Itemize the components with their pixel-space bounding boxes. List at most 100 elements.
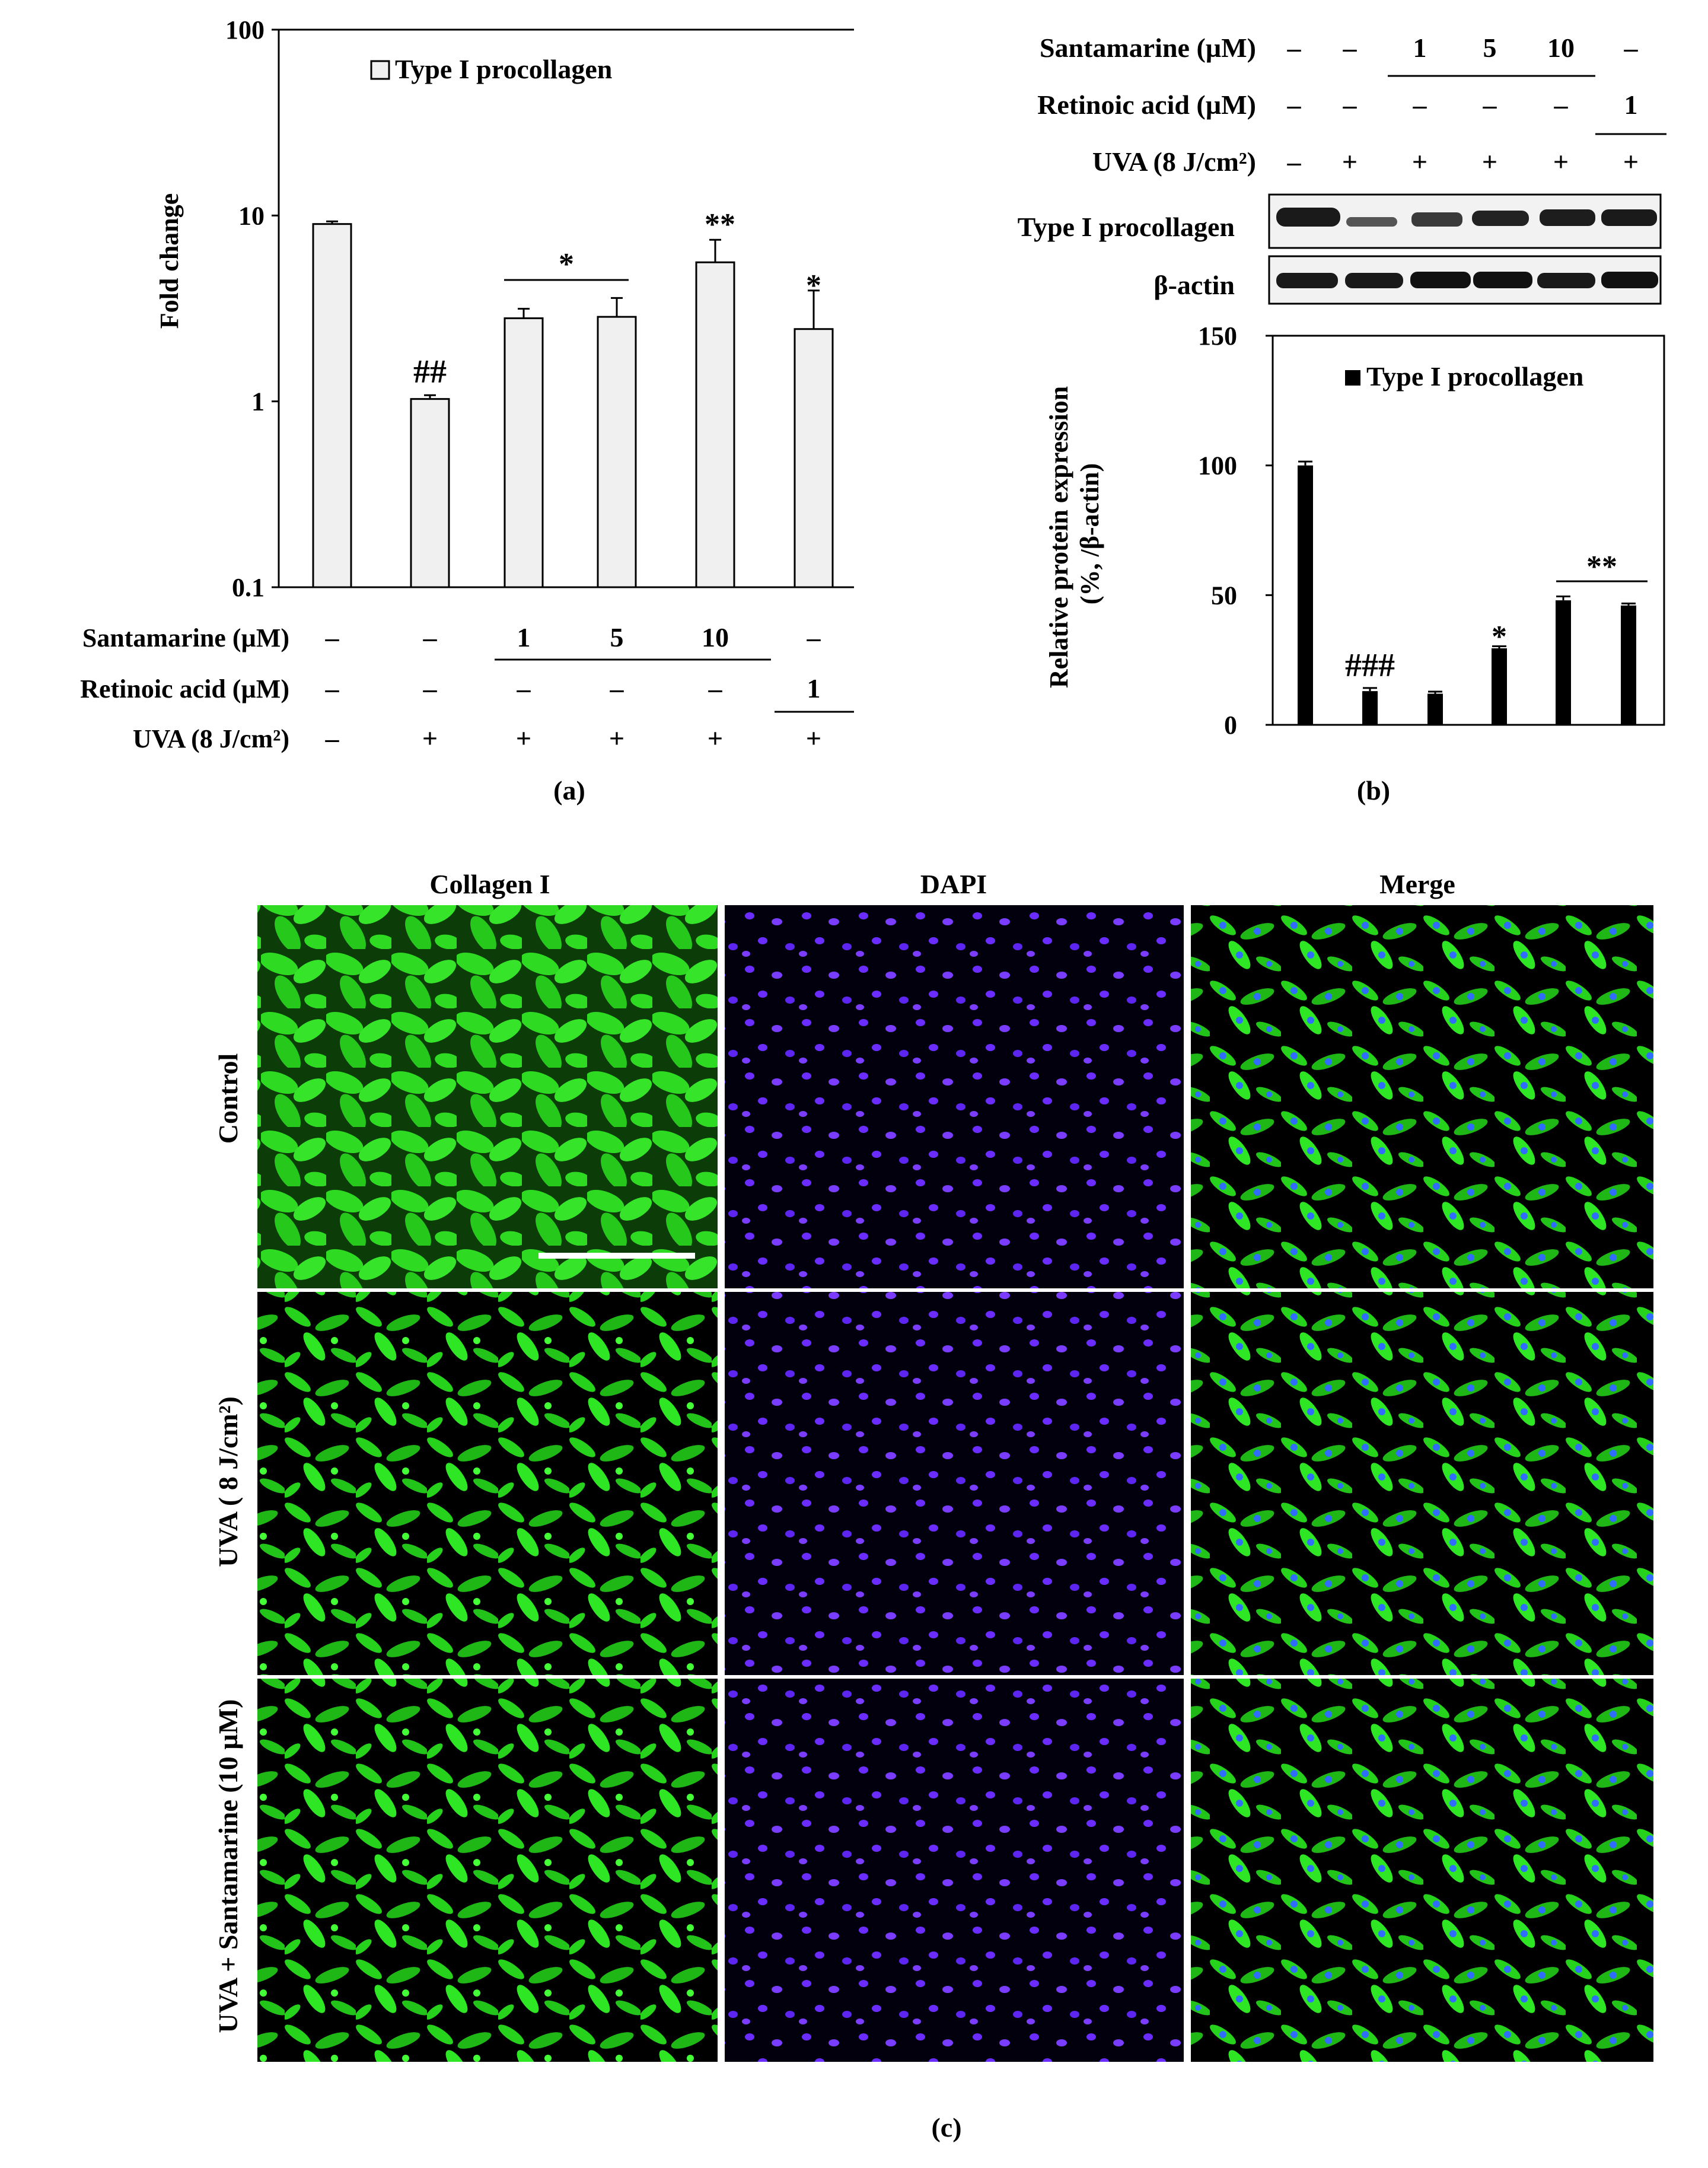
column-label-collagen: Collagen I — [429, 869, 550, 899]
treatment-cell: – — [1287, 90, 1302, 120]
bar — [695, 261, 735, 588]
panel-c-microscopy: Collagen I DAPI Merge Control UVA ( 8 J/… — [213, 869, 1653, 2142]
treatment-cell: + — [422, 723, 438, 753]
treatment-cell: – — [1343, 33, 1358, 63]
column-label-merge: Merge — [1379, 869, 1455, 899]
y-tick-label: 50 — [1211, 581, 1237, 610]
treatment-cell: – — [1287, 33, 1302, 63]
panel-a-plot-frame — [278, 28, 854, 588]
bar — [504, 317, 544, 588]
treatment-cell: – — [1413, 90, 1427, 120]
panel-c-label: (c) — [931, 2112, 961, 2142]
image-uva-dapi — [725, 1292, 1184, 1675]
bar — [597, 316, 637, 588]
treatment-cell: – — [807, 622, 821, 652]
y-tick-label: 100 — [225, 15, 265, 44]
bar — [1298, 465, 1313, 725]
treatment-row-label: UVA (8 J/cm²) — [1092, 147, 1256, 177]
treatment-cell: + — [708, 723, 723, 753]
image-control-merge — [1191, 905, 1653, 1288]
annotation-star-bars3-4: * — [559, 247, 574, 281]
panel-a-label: (a) — [553, 775, 585, 806]
treatment-cell: – — [708, 673, 723, 703]
treatment-cell: – — [423, 622, 438, 652]
treatment-cell: 1 — [807, 673, 821, 703]
annotation-star-bar4: * — [1492, 620, 1507, 654]
treatment-cell: – — [1554, 90, 1569, 120]
treatment-cell: – — [325, 673, 340, 703]
treatment-cell: – — [1483, 90, 1497, 120]
annotation-star-bar6: * — [806, 269, 821, 303]
treatment-cell: + — [1412, 147, 1427, 177]
treatment-cell: – — [517, 673, 531, 703]
y-tick-label: 0 — [1224, 711, 1237, 740]
treatment-cell: + — [1482, 147, 1497, 177]
image-uva-merge — [1191, 1292, 1653, 1675]
panel-b-legend-swatch — [1345, 370, 1360, 386]
bar — [1556, 600, 1571, 725]
treatment-cell: – — [1343, 90, 1358, 120]
row-label-uva: UVA ( 8 J/cm²) — [213, 1396, 243, 1567]
bar — [312, 223, 352, 588]
row-label-control: Control — [213, 1053, 243, 1144]
treatment-cell: – — [610, 673, 624, 703]
image-uva-santamarine-collagen — [257, 1679, 718, 2062]
western-blot-beta-actin — [1268, 255, 1662, 305]
treatment-cell: 10 — [1547, 33, 1575, 63]
blot-label-beta-actin: β-actin — [1153, 270, 1235, 300]
treatment-cell: + — [1553, 147, 1569, 177]
image-control-collagen — [257, 905, 718, 1288]
treatment-cell: – — [325, 723, 340, 753]
annotation-triple-hash-bar2: ### — [1345, 647, 1395, 684]
bar — [794, 328, 834, 588]
treatment-cell: 1 — [1413, 33, 1427, 63]
bar — [1621, 605, 1636, 725]
treatment-cell: 5 — [610, 622, 624, 652]
panel-b-treatment-table: Santamarine (µM) – – 1 5 10 – Retinoic acid (µM… — [1037, 33, 1639, 177]
annotation-dstar-bar5: ** — [705, 208, 735, 241]
treatment-cell: + — [516, 723, 531, 753]
bar — [1362, 691, 1378, 725]
y-tick-label: 10 — [238, 201, 265, 230]
panel-b-chart: Santamarine (µM) – –1 5 10 –Retinoic acid (µM… — [1018, 33, 1666, 806]
bar — [410, 398, 450, 588]
treatment-cell: + — [806, 723, 821, 753]
scale-bar — [538, 1253, 695, 1259]
panel-a-legend-swatch — [370, 60, 390, 80]
row-label-uva-santamarine: UVA + Santamarine (10 µM) — [213, 1699, 243, 2033]
y-tick-label: 100 — [1198, 451, 1237, 480]
annotation-hash-bar2: ## — [413, 354, 447, 390]
treatment-cell: + — [1623, 147, 1639, 177]
treatment-cell: 1 — [1624, 90, 1638, 120]
bar — [1427, 693, 1443, 725]
treatment-row-label: UVA (8 J/cm²) — [133, 724, 289, 753]
y-tick-label: 150 — [1198, 321, 1237, 351]
treatment-cell: – — [325, 622, 340, 652]
bar — [1492, 648, 1507, 725]
treatment-cell: 1 — [517, 622, 531, 652]
treatment-cell: – — [1287, 147, 1302, 177]
panel-b-y-axis-label: Relative protein expression (%, /β-actin… — [1044, 380, 1104, 688]
panel-a-treatment-table: Santamarine (µM) – – 1 5 10 – Retinoic acid (µM… — [80, 622, 821, 753]
column-label-dapi: DAPI — [920, 869, 987, 899]
treatment-row-label: Retinoic acid (µM) — [1037, 90, 1256, 120]
panel-a-legend-label: Type I procollagen — [395, 54, 612, 84]
panel-b-legend-label: Type I procollagen — [1366, 361, 1583, 391]
treatment-row-label: Santamarine (µM) — [82, 623, 289, 652]
treatment-row-label: Retinoic acid (µM) — [80, 674, 289, 703]
treatment-cell: – — [423, 673, 438, 703]
treatment-cell: 10 — [702, 622, 729, 652]
image-uva-collagen — [257, 1292, 718, 1675]
annotation-dstar-bars5-6: ** — [1586, 550, 1617, 584]
treatment-cell: – — [1624, 33, 1639, 63]
treatment-row-label: Santamarine (µM) — [1040, 33, 1256, 63]
treatment-cell: 5 — [1483, 33, 1497, 63]
image-control-dapi — [725, 905, 1184, 1288]
y-tick-label: 0.1 — [232, 573, 265, 602]
panel-a-y-axis-label: Fold change — [155, 193, 184, 329]
panel-b-plot-frame — [1272, 335, 1665, 726]
blot-label-procollagen: Type I procollagen — [1018, 212, 1235, 242]
panel-a-chart: 0.1 1 10 100 Fold change Type I procollagen… — [80, 15, 854, 806]
treatment-cell: + — [609, 723, 624, 753]
western-blot-procollagen — [1268, 193, 1662, 249]
